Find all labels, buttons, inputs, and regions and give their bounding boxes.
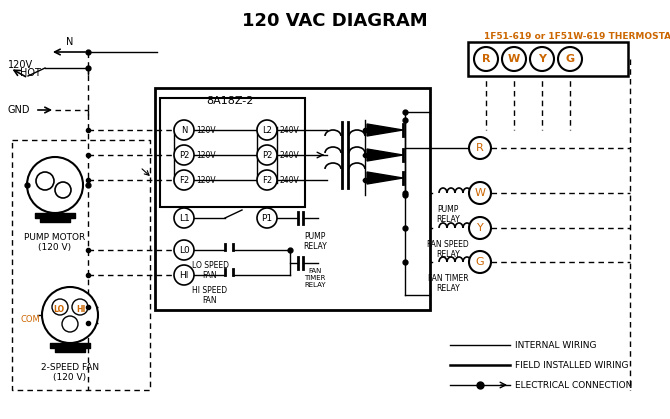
Text: Y: Y [476, 223, 483, 233]
Text: 240V: 240V [279, 126, 299, 134]
Bar [468, 42, 628, 76]
Circle shape [502, 47, 526, 71]
Circle shape [174, 208, 194, 228]
Text: FAN
TIMER
RELAY: FAN TIMER RELAY [304, 268, 326, 288]
Text: HI SPEED
FAN: HI SPEED FAN [192, 286, 228, 305]
Text: FAN SPEED
RELAY: FAN SPEED RELAY [427, 240, 469, 259]
Text: W: W [474, 188, 486, 198]
Text: G: G [565, 54, 575, 64]
Bar [155, 88, 430, 310]
Text: N: N [66, 37, 74, 47]
Text: HOT: HOT [19, 68, 40, 78]
Text: 120V: 120V [196, 150, 216, 160]
Circle shape [257, 120, 277, 140]
Text: 240V: 240V [279, 150, 299, 160]
Text: 8A18Z-2: 8A18Z-2 [206, 96, 254, 106]
Text: PUMP MOTOR
(120 V): PUMP MOTOR (120 V) [24, 233, 86, 252]
Text: N: N [181, 126, 187, 134]
Circle shape [469, 217, 491, 239]
Circle shape [257, 170, 277, 190]
Circle shape [42, 287, 98, 343]
Circle shape [257, 208, 277, 228]
Text: L1: L1 [179, 214, 190, 222]
Bar [160, 98, 305, 207]
Text: INTERNAL WIRING: INTERNAL WIRING [515, 341, 596, 349]
Polygon shape [367, 149, 403, 161]
Text: 120V: 120V [8, 60, 33, 70]
Text: ELECTRICAL CONNECTION: ELECTRICAL CONNECTION [515, 380, 632, 390]
Polygon shape [367, 124, 403, 136]
Circle shape [257, 145, 277, 165]
Text: 1F51-619 or 1F51W-619 THERMOSTAT: 1F51-619 or 1F51W-619 THERMOSTAT [484, 32, 670, 41]
Text: W: W [508, 54, 520, 64]
Text: GND: GND [8, 105, 31, 115]
Text: PUMP
RELAY: PUMP RELAY [436, 205, 460, 225]
Text: HI: HI [180, 271, 189, 279]
Text: P2: P2 [262, 150, 272, 160]
Circle shape [558, 47, 582, 71]
Text: LO: LO [54, 305, 64, 313]
Text: L0: L0 [179, 246, 190, 254]
Text: 120 VAC DIAGRAM: 120 VAC DIAGRAM [242, 12, 428, 30]
Circle shape [27, 157, 83, 213]
Circle shape [62, 316, 78, 332]
Text: FAN TIMER
RELAY: FAN TIMER RELAY [427, 274, 468, 293]
Text: F2: F2 [262, 176, 272, 184]
Text: PUMP
RELAY: PUMP RELAY [303, 232, 327, 251]
Circle shape [174, 145, 194, 165]
Text: P1: P1 [261, 214, 273, 222]
Text: L2: L2 [262, 126, 272, 134]
Circle shape [469, 182, 491, 204]
Text: 2-SPEED FAN
(120 V): 2-SPEED FAN (120 V) [41, 363, 99, 383]
Text: P2: P2 [179, 150, 189, 160]
Circle shape [530, 47, 554, 71]
Circle shape [174, 240, 194, 260]
Circle shape [474, 47, 498, 71]
Text: 240V: 240V [279, 176, 299, 184]
Text: F2: F2 [179, 176, 189, 184]
Text: COM: COM [20, 316, 40, 324]
Circle shape [174, 265, 194, 285]
Circle shape [36, 172, 54, 190]
Text: R: R [482, 54, 490, 64]
Text: FIELD INSTALLED WIRING: FIELD INSTALLED WIRING [515, 360, 628, 370]
Circle shape [52, 299, 68, 315]
Circle shape [469, 137, 491, 159]
Circle shape [174, 120, 194, 140]
Text: 120V: 120V [196, 176, 216, 184]
Text: HI: HI [76, 305, 86, 313]
Circle shape [174, 170, 194, 190]
Circle shape [72, 299, 88, 315]
Text: Y: Y [538, 54, 546, 64]
Text: R: R [476, 143, 484, 153]
Text: 120V: 120V [196, 126, 216, 134]
Circle shape [55, 182, 71, 198]
Text: LO SPEED
FAN: LO SPEED FAN [192, 261, 228, 280]
Circle shape [469, 251, 491, 273]
Text: G: G [476, 257, 484, 267]
Polygon shape [367, 172, 403, 184]
